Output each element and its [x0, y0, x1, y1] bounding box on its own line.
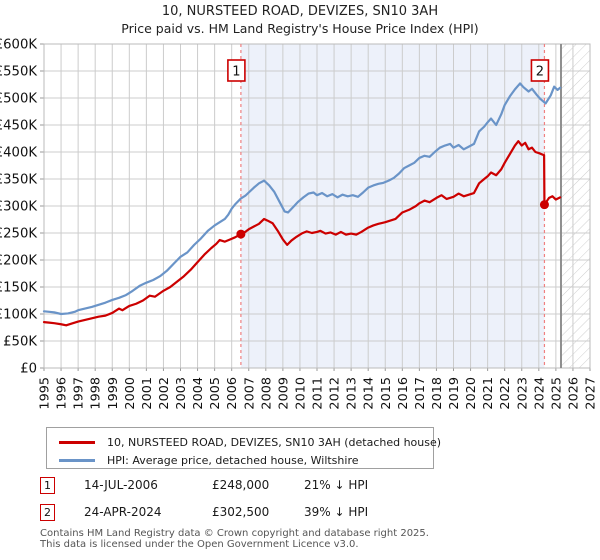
sale-2-number-badge: 2 — [40, 504, 55, 521]
sale-marker-box-2 — [530, 59, 550, 82]
sale-marker-label-2: 2 — [536, 65, 544, 80]
sale-1-hpi-diff: 21% ↓ HPI — [304, 478, 369, 492]
y-axis-tick-label: £300K — [0, 200, 37, 215]
x-axis-tick-label: 2004 — [191, 377, 206, 410]
x-axis-tick-label: 2021 — [481, 377, 496, 410]
x-axis-tick-label: 2019 — [447, 377, 462, 410]
sale-dot-1 — [236, 229, 246, 239]
sale-marker-label-1: 1 — [232, 65, 240, 80]
chart-title: 10, NURSTEED ROAD, DEVIZES, SN10 3AH — [161, 4, 439, 19]
legend-item-hpi: HPI: Average price, detached house, Wilt… — [59, 451, 433, 469]
x-axis-tick-label: 2022 — [498, 377, 513, 410]
x-axis-tick-label: 2007 — [242, 377, 257, 410]
y-axis-tick-label: £250K — [0, 227, 37, 242]
y-axis-tick-label: £150K — [0, 281, 37, 296]
x-axis-tick-label: 2027 — [584, 377, 599, 410]
legend-item-price: 10, NURSTEED ROAD, DEVIZES, SN10 3AH (de… — [59, 433, 441, 451]
sale-1-price: £248,000 — [212, 478, 270, 492]
x-axis-tick-label: 2002 — [157, 377, 172, 410]
y-axis-tick-label: £600K — [0, 38, 37, 53]
footer-line-2: This data is licensed under the Open Gov… — [40, 539, 359, 550]
price-chart: £0 £50K £100K £150K £200K £250K £300K £350K £400… — [0, 38, 599, 410]
x-axis-tick-label: 1996 — [55, 377, 70, 410]
y-axis-tick-label: £500K — [0, 92, 37, 107]
hpi-line — [42, 82, 562, 316]
y-axis-tick-label: £450K — [0, 119, 37, 134]
sale-dot-2 — [539, 200, 549, 210]
x-axis-tick-label: 1997 — [72, 377, 87, 410]
x-axis-tick-label: 2005 — [208, 377, 223, 410]
x-axis-tick-label: 2018 — [430, 377, 445, 410]
x-axis-tick-label: 2011 — [311, 377, 326, 410]
x-axis-tick-label: 2020 — [464, 377, 479, 410]
price-line — [42, 140, 562, 327]
x-axis-tick-label: 2016 — [396, 377, 411, 410]
legend-label-price: 10, NURSTEED ROAD, DEVIZES, SN10 3AH (de… — [107, 435, 442, 449]
x-axis-tick-label: 1998 — [89, 377, 104, 410]
x-axis-tick-label: 2012 — [328, 377, 343, 410]
x-axis-tick-label: 2003 — [174, 377, 189, 410]
sale-2-date: 24-APR-2024 — [84, 505, 162, 519]
x-axis-tick-label: 2023 — [515, 377, 530, 410]
x-axis-tick-label: 2014 — [362, 377, 377, 410]
legend: 10, NURSTEED ROAD, DEVIZES, SN10 3AH (de… — [46, 427, 441, 469]
x-axis-tick-label: 1999 — [106, 377, 121, 410]
x-axis-tick-label: 2015 — [379, 377, 394, 410]
x-axis-tick-label: 2006 — [225, 377, 240, 410]
sale-2-hpi-diff: 39% ↓ HPI — [304, 505, 369, 519]
x-axis-tick-label: 2024 — [532, 377, 547, 410]
legend-label-hpi: HPI: Average price, detached house, Wilt… — [107, 453, 359, 467]
x-axis-tick-label: 2008 — [259, 377, 274, 410]
y-axis-tick-label: £100K — [0, 308, 37, 323]
price-line-swatch — [59, 440, 95, 444]
y-axis-tick-label: £550K — [0, 65, 37, 80]
x-axis-tick-label: 2017 — [413, 377, 428, 410]
footer-line-1: Contains HM Land Registry data © Crown c… — [40, 528, 429, 539]
sale-1-date: 14-JUL-2006 — [84, 478, 158, 492]
x-axis-tick-label: 2001 — [140, 377, 155, 410]
sale-2-price: £302,500 — [212, 505, 270, 519]
y-axis-tick-label: £350K — [0, 173, 37, 188]
y-axis-tick-label: £50K — [3, 335, 37, 350]
x-axis-tick-label: 1995 — [38, 377, 53, 410]
hpi-line-swatch — [59, 458, 95, 462]
x-axis-tick-label: 2010 — [293, 377, 308, 410]
license-footer: Contains HM Land Registry data © Crown c… — [40, 528, 429, 550]
x-axis-tick-label: 2026 — [566, 377, 581, 410]
sale-marker-box-1 — [227, 59, 246, 82]
x-axis-tick-label: 2013 — [345, 377, 360, 410]
x-axis-tick-label: 2009 — [276, 377, 291, 410]
chart-subtitle: Price paid vs. HM Land Registry's House … — [121, 21, 479, 36]
x-axis-tick-label: 2000 — [123, 377, 138, 410]
y-axis-tick-label: £0 — [20, 362, 37, 377]
y-axis-tick-label: £400K — [0, 146, 37, 161]
x-axis-tick-label: 2025 — [549, 377, 564, 410]
y-axis-tick-label: £200K — [0, 254, 37, 269]
sale-1-number-badge: 1 — [40, 477, 55, 494]
